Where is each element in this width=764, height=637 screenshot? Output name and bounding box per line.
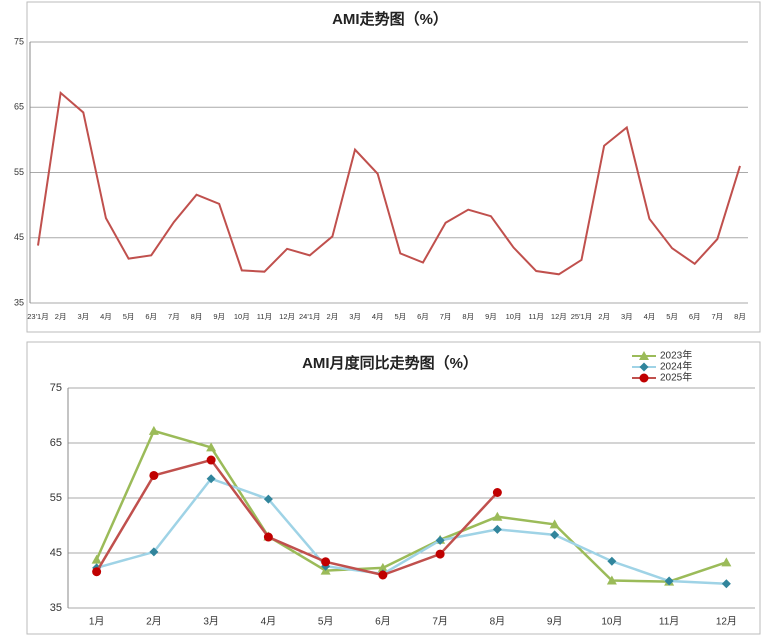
x-tick-label: 7月: [432, 616, 448, 628]
marker: [639, 362, 649, 372]
marker: [492, 524, 502, 534]
marker: [492, 511, 503, 521]
x-tick-label: 2月: [55, 312, 67, 321]
x-tick-label: 23'1月: [27, 312, 48, 321]
x-tick-label: 3月: [203, 616, 219, 628]
marker: [206, 455, 216, 465]
marker: [721, 557, 732, 567]
marker: [550, 530, 560, 540]
series-line: [95, 429, 727, 583]
marker: [721, 579, 731, 589]
y-tick-label: 65: [14, 102, 24, 112]
x-tick-label: 1月: [89, 616, 105, 628]
x-tick-label: 7月: [712, 312, 724, 321]
x-tick-label: 5月: [666, 312, 678, 321]
y-tick-label: 35: [14, 297, 24, 307]
y-tick-label: 65: [50, 437, 62, 449]
marker: [206, 442, 217, 452]
x-tick-label: 9月: [485, 312, 497, 321]
marker: [149, 470, 159, 480]
y-tick-label: 55: [50, 492, 62, 504]
legend-label: 2025年: [660, 371, 692, 384]
legend-label: 2024年: [660, 360, 692, 373]
x-tick-label: 6月: [145, 312, 157, 321]
marker: [92, 567, 102, 577]
chart-frame: [26, 1, 761, 333]
chart-title: AMI走势图（%）: [332, 10, 448, 28]
marker: [149, 547, 159, 557]
marker: [263, 494, 273, 504]
y-tick-label: 75: [14, 36, 24, 46]
x-tick-label: 8月: [462, 312, 474, 321]
marker: [549, 519, 560, 529]
x-tick-label: 10月: [234, 312, 250, 321]
y-tick-label: 45: [50, 547, 62, 559]
x-tick-label: 24'1月: [299, 312, 320, 321]
x-tick-label: 12月: [551, 312, 567, 321]
y-tick-label: 45: [14, 232, 24, 242]
x-tick-label: 8月: [490, 616, 506, 628]
x-tick-label: 8月: [191, 312, 203, 321]
x-tick-label: 6月: [375, 616, 391, 628]
x-tick-label: 10月: [601, 616, 622, 628]
x-tick-label: 3月: [621, 312, 633, 321]
x-tick-label: 4月: [372, 312, 384, 321]
marker: [148, 425, 159, 435]
marker: [607, 556, 617, 566]
x-tick-label: 25'1月: [571, 312, 592, 321]
x-tick-label: 5月: [394, 312, 406, 321]
chart-frame: [26, 341, 761, 635]
marker: [206, 474, 216, 484]
marker: [606, 575, 617, 585]
y-tick-label: 55: [14, 167, 24, 177]
marker: [639, 351, 649, 360]
x-tick-label: 6月: [417, 312, 429, 321]
x-tick-label: 12月: [279, 312, 295, 321]
x-tick-label: 3月: [349, 312, 361, 321]
chart-title: AMI月度同比走势图（%）: [302, 354, 478, 372]
x-tick-label: 2月: [327, 312, 339, 321]
x-tick-label: 5月: [318, 616, 334, 628]
x-tick-label: 6月: [689, 312, 701, 321]
x-tick-label: 3月: [77, 312, 89, 321]
marker: [435, 549, 445, 559]
marker: [639, 373, 649, 383]
x-tick-label: 11月: [529, 312, 544, 321]
x-tick-label: 7月: [440, 312, 452, 321]
series-line: [96, 477, 727, 586]
marker: [378, 570, 388, 580]
y-tick-label: 35: [50, 602, 62, 614]
marker: [492, 488, 502, 497]
legend-label: 2023年: [660, 349, 692, 362]
x-tick-label: 11月: [659, 616, 679, 628]
x-tick-label: 4月: [100, 312, 112, 321]
x-tick-label: 11月: [257, 312, 272, 321]
marker: [263, 532, 273, 542]
x-tick-label: 10月: [506, 312, 522, 321]
marker: [377, 562, 388, 572]
x-tick-label: 9月: [547, 616, 563, 628]
x-tick-label: 2月: [146, 616, 162, 628]
x-tick-label: 5月: [123, 312, 135, 321]
x-tick-label: 8月: [734, 312, 746, 321]
series-line: [37, 90, 741, 276]
marker: [435, 535, 445, 545]
y-tick-label: 75: [50, 382, 62, 394]
x-tick-label: 7月: [168, 312, 180, 321]
x-tick-label: 2月: [598, 312, 610, 321]
marker: [91, 554, 102, 564]
marker: [664, 576, 674, 586]
x-tick-label: 4月: [644, 312, 656, 321]
x-tick-label: 4月: [261, 616, 277, 628]
x-tick-label: 9月: [213, 312, 225, 321]
series-line: [95, 458, 499, 577]
marker: [321, 557, 331, 567]
x-tick-label: 12月: [716, 616, 737, 628]
